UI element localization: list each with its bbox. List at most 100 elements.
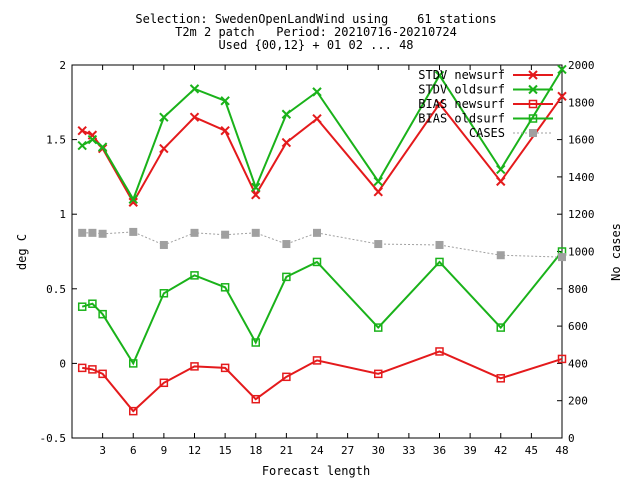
x-tick-label: 45 <box>525 444 538 457</box>
data-point <box>557 64 567 75</box>
series-layer <box>77 64 567 416</box>
legend-entry: CASES <box>469 126 553 140</box>
y-tick-label: 0 <box>59 357 66 370</box>
legend-label: BIAS oldsurf <box>418 112 505 126</box>
data-point <box>435 257 444 267</box>
x-tick-label: 36 <box>433 444 446 457</box>
y2-tick-label: 1000 <box>568 246 595 259</box>
data-point <box>88 299 97 308</box>
series-cases <box>78 227 566 262</box>
y2-tick-label: 0 <box>568 432 575 445</box>
cross-stroke <box>281 137 292 148</box>
legend-label: STDV newsurf <box>418 68 505 82</box>
data-point <box>78 228 87 237</box>
data-point <box>159 289 169 298</box>
cross-stroke <box>128 197 138 207</box>
data-point <box>312 257 322 267</box>
y2-tick-label: 1400 <box>568 171 595 184</box>
data-point <box>496 374 505 383</box>
y2-tick-label: 200 <box>568 395 588 408</box>
title-line-1: Selection: SwedenOpenLandWind using 61 s… <box>135 12 496 26</box>
data-point <box>190 228 199 237</box>
cross-stroke <box>87 134 98 145</box>
data-point <box>189 112 200 122</box>
cross-stroke <box>220 125 230 136</box>
cross-stroke <box>77 125 87 136</box>
cross-stroke <box>77 140 87 151</box>
y-tick-label: 2 <box>59 59 66 72</box>
data-point <box>251 228 260 237</box>
x-tick-label: 24 <box>310 444 324 457</box>
cross-stroke <box>434 99 445 109</box>
cross-stroke <box>496 164 506 175</box>
y2-axis-label: No cases <box>609 223 623 281</box>
data-point <box>159 143 169 154</box>
data-point <box>159 112 169 122</box>
chart-title: Selection: SwedenOpenLandWind using 61 s… <box>135 12 496 52</box>
cross-stroke <box>312 87 322 97</box>
x-tick-label: 48 <box>555 444 568 457</box>
x-tick-label: 42 <box>494 444 507 457</box>
data-point <box>374 240 383 249</box>
axis-ticks: 3 6 9 12 15 18 21 24 27 30 33 36 39 42 45 48-0.500.511.… <box>40 59 595 457</box>
series-line <box>82 350 563 413</box>
data-point <box>128 194 138 204</box>
data-point <box>373 187 383 197</box>
x-tick-label: 18 <box>249 444 262 457</box>
data-point <box>129 359 138 368</box>
series-line <box>82 231 563 258</box>
cross-stroke <box>312 114 322 124</box>
data-point <box>220 363 230 373</box>
x-tick-label: 12 <box>188 444 201 457</box>
data-point <box>190 362 199 371</box>
data-point <box>77 125 87 136</box>
data-point <box>251 338 260 347</box>
data-point <box>435 240 444 249</box>
x-tick-label: 9 <box>161 444 168 457</box>
cross-stroke <box>373 176 383 187</box>
data-point <box>312 114 322 124</box>
data-point <box>87 134 98 145</box>
data-point <box>251 394 260 404</box>
x-tick-label: 6 <box>130 444 137 457</box>
data-point <box>128 197 138 207</box>
data-point <box>77 363 87 373</box>
cross-stroke <box>557 91 567 102</box>
data-point <box>373 176 383 187</box>
y2-tick-label: 1800 <box>568 96 595 109</box>
cross-stroke <box>159 112 169 122</box>
cross-stroke <box>220 96 230 106</box>
data-point <box>282 372 291 382</box>
data-point <box>77 140 87 151</box>
title-line-2: T2m 2 patch Period: 20210716-20210724 <box>175 25 457 39</box>
cross-stroke <box>373 187 383 197</box>
series-line <box>81 250 563 366</box>
data-point <box>496 164 506 175</box>
cross-stroke <box>496 176 506 187</box>
data-point <box>435 347 444 356</box>
legend-swatch-marker <box>528 114 538 123</box>
data-point <box>98 229 107 238</box>
cross-stroke <box>189 112 200 122</box>
x-tick-label: 21 <box>280 444 293 457</box>
x-tick-label: 15 <box>219 444 232 457</box>
data-point <box>159 378 169 388</box>
data-point <box>98 309 107 319</box>
series-line <box>81 68 563 202</box>
data-point <box>282 272 291 282</box>
cross-stroke <box>159 143 169 154</box>
data-point <box>97 142 108 152</box>
data-point <box>496 323 505 332</box>
legend-entry: BIAS oldsurf <box>418 112 553 126</box>
cross-stroke <box>281 109 292 119</box>
data-point <box>434 99 445 109</box>
data-point <box>557 354 567 364</box>
data-point <box>129 406 138 416</box>
legend-label: BIAS newsurf <box>418 97 505 111</box>
data-point <box>129 227 138 236</box>
data-point <box>88 365 97 374</box>
data-point <box>88 228 97 237</box>
legend-swatch-marker <box>528 70 538 80</box>
x-axis-label: Forecast length <box>262 464 370 478</box>
